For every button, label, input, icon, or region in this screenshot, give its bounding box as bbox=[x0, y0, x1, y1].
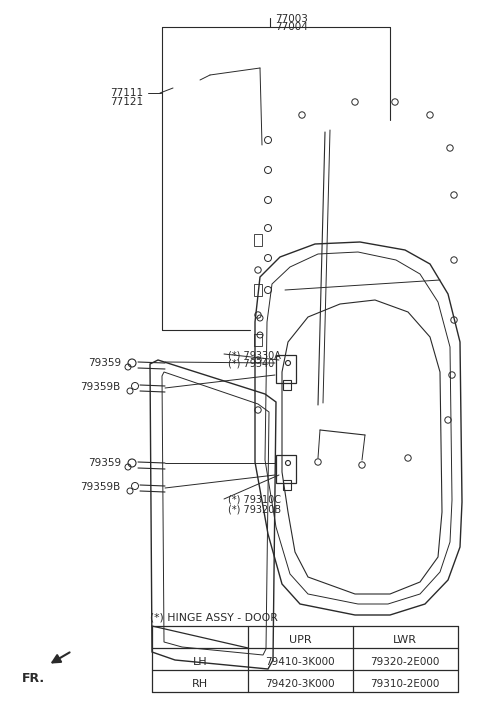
Text: 79359: 79359 bbox=[88, 358, 121, 368]
Text: 79410-3K000: 79410-3K000 bbox=[265, 657, 335, 667]
Text: 79359B: 79359B bbox=[80, 482, 120, 492]
Text: (*) 79330A: (*) 79330A bbox=[228, 350, 281, 360]
Text: 77004: 77004 bbox=[275, 22, 308, 32]
Text: LH: LH bbox=[192, 657, 207, 667]
Bar bbox=[276, 455, 296, 483]
Text: RH: RH bbox=[192, 679, 208, 689]
Text: (*) HINGE ASSY - DOOR: (*) HINGE ASSY - DOOR bbox=[150, 612, 278, 622]
Bar bbox=[283, 480, 291, 490]
Bar bbox=[283, 380, 291, 390]
Text: 77003: 77003 bbox=[275, 14, 308, 24]
Text: 79359: 79359 bbox=[88, 458, 121, 468]
Text: 79359B: 79359B bbox=[80, 382, 120, 392]
Bar bbox=[254, 334, 262, 346]
Text: 77111: 77111 bbox=[110, 88, 143, 98]
Bar bbox=[254, 234, 262, 246]
Text: UPR: UPR bbox=[288, 635, 312, 645]
Text: 79420-3K000: 79420-3K000 bbox=[265, 679, 335, 689]
Text: (*) 79340: (*) 79340 bbox=[228, 359, 274, 369]
Text: LWR: LWR bbox=[393, 635, 417, 645]
Text: 79320-2E000: 79320-2E000 bbox=[370, 657, 440, 667]
Text: 77121: 77121 bbox=[110, 97, 143, 107]
Text: (*) 79320B: (*) 79320B bbox=[228, 504, 281, 514]
Bar bbox=[276, 355, 296, 383]
Text: FR.: FR. bbox=[22, 672, 45, 685]
Text: (*) 79310C: (*) 79310C bbox=[228, 495, 281, 505]
Bar bbox=[254, 284, 262, 296]
Text: 79310-2E000: 79310-2E000 bbox=[370, 679, 440, 689]
